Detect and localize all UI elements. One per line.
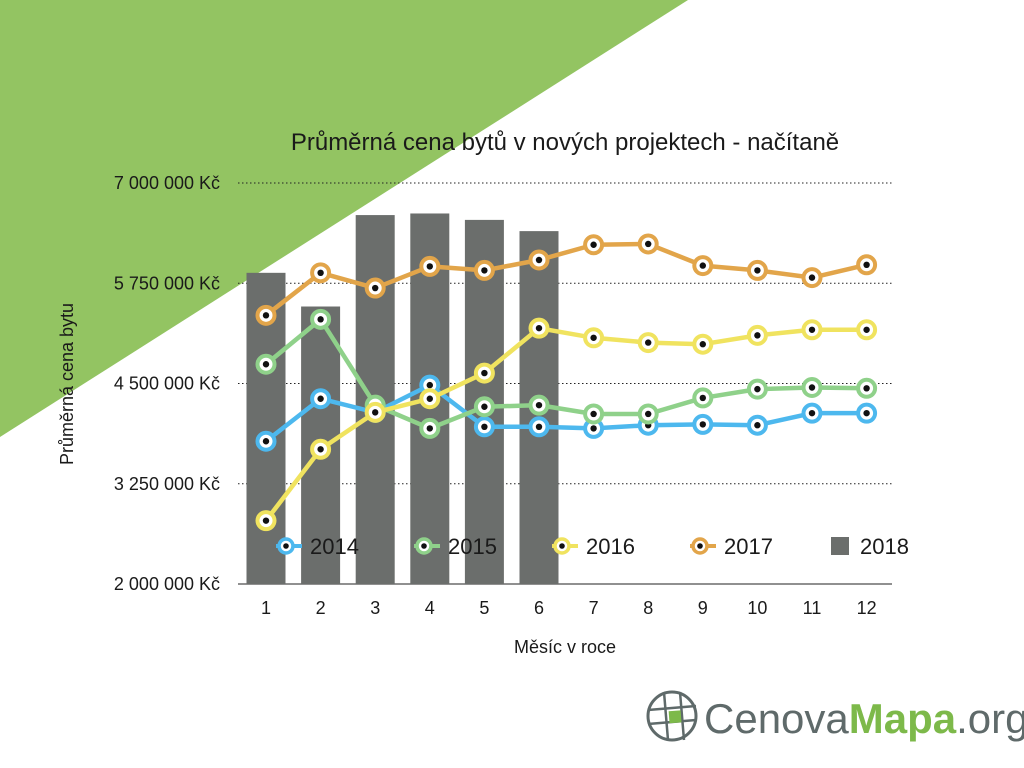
point-dot	[754, 422, 761, 429]
y-axis-ticks: 2 000 000 Kč 3 250 000 Kč 4 500 000 Kč 5 75…	[114, 173, 220, 594]
legend-item-2014: 2014	[276, 534, 359, 559]
point-dot	[481, 423, 488, 431]
point-dot	[262, 312, 270, 319]
chart-title: Průměrná cena bytů v nových projektech -…	[291, 129, 839, 156]
legend-label: 2018	[860, 534, 909, 559]
point-dot	[262, 361, 270, 368]
legend-swatch-dot	[421, 543, 427, 549]
legend: 2014 2015 2016 2017 2018	[276, 534, 909, 559]
series-2015	[255, 308, 878, 439]
y-tick-label: 5 750 000 Kč	[114, 273, 220, 293]
legend-label: 2015	[448, 534, 497, 559]
line-series	[255, 233, 878, 532]
background-accent-triangle	[0, 0, 688, 437]
globe-grid-icon	[646, 690, 698, 742]
point-dot	[590, 410, 597, 418]
point-dot	[372, 409, 379, 416]
point-dot	[808, 409, 816, 417]
grid-lines	[238, 182, 892, 585]
point-dot	[262, 517, 270, 524]
legend-item-2015: 2015	[414, 534, 497, 559]
point-dot	[645, 410, 652, 418]
legend-item-2017: 2017	[690, 534, 773, 559]
series-2017	[255, 233, 878, 326]
logo-part-cenova: Cenova	[704, 695, 849, 742]
y-tick-label: 2 000 000 Kč	[114, 574, 220, 594]
x-tick-label: 2	[316, 598, 326, 618]
legend-item-2016: 2016	[552, 534, 635, 559]
x-tick-label: 3	[370, 598, 380, 618]
point-dot	[317, 395, 324, 402]
y-tick-label: 3 250 000 Kč	[114, 474, 220, 494]
x-tick-label: 5	[479, 598, 489, 618]
logo-part-org: .org	[956, 695, 1024, 742]
legend-label: 2016	[586, 534, 635, 559]
point-dot	[317, 269, 324, 277]
point-dot	[699, 262, 706, 269]
x-tick-label: 4	[425, 598, 435, 618]
point-dot	[481, 369, 488, 377]
point-dot	[426, 381, 433, 389]
x-tick-label: 9	[698, 598, 708, 618]
point-dot	[535, 256, 543, 264]
point-dot	[754, 332, 761, 339]
point-dot	[426, 425, 433, 432]
bars-2018	[246, 213, 559, 584]
point-dot	[262, 438, 270, 445]
point-dot	[535, 423, 543, 431]
point-dot	[863, 385, 870, 392]
x-axis-label: Měsíc v roce	[514, 637, 616, 657]
x-axis-ticks: 1 2 3 4 5 6 7 8 9 10 11 12	[261, 598, 877, 618]
y-tick-label: 7 000 000 Kč	[114, 173, 220, 193]
legend-swatch-dot	[697, 543, 703, 549]
logo-wordmark: CenovaMapa.org	[704, 695, 1024, 742]
point-dot	[535, 401, 543, 409]
point-dot	[808, 384, 816, 391]
point-dot	[535, 324, 543, 332]
point-dot	[754, 385, 761, 393]
legend-label: 2017	[724, 534, 773, 559]
point-dot	[590, 241, 597, 248]
series-2016	[255, 317, 878, 532]
point-dot	[481, 267, 488, 274]
y-tick-label: 4 500 000 Kč	[114, 374, 220, 394]
point-dot	[645, 339, 652, 346]
logo-part-mapa: Mapa	[849, 695, 957, 742]
point-dot	[863, 261, 870, 269]
legend-swatch-dot	[283, 543, 289, 549]
y-axis-label: Průměrná cena bytu	[57, 303, 77, 465]
x-tick-label: 6	[534, 598, 544, 618]
x-tick-label: 10	[747, 598, 767, 618]
point-dot	[372, 284, 379, 292]
legend-swatch-bar	[831, 537, 849, 555]
point-dot	[863, 409, 870, 417]
point-dot	[754, 267, 761, 274]
legend-label: 2014	[310, 534, 359, 559]
point-dot	[590, 425, 597, 432]
point-dot	[317, 446, 324, 453]
legend-item-2018: 2018	[831, 534, 909, 559]
point-dot	[699, 394, 706, 402]
x-tick-label: 12	[857, 598, 877, 618]
x-tick-label: 8	[643, 598, 653, 618]
x-tick-label: 7	[589, 598, 599, 618]
point-dot	[317, 316, 324, 323]
point-dot	[426, 263, 433, 270]
point-dot	[808, 326, 816, 333]
point-dot	[645, 240, 652, 248]
point-dot	[481, 403, 488, 410]
point-dot	[808, 274, 816, 281]
point-dot	[426, 395, 433, 402]
point-dot	[699, 341, 706, 348]
point-dot	[590, 334, 597, 341]
point-dot	[699, 421, 706, 428]
legend-swatch-dot	[559, 543, 565, 549]
point-dot	[863, 326, 870, 333]
x-tick-label: 1	[261, 598, 271, 618]
cenovamapa-logo: CenovaMapa.org	[646, 690, 1024, 742]
x-tick-label: 11	[803, 598, 822, 618]
